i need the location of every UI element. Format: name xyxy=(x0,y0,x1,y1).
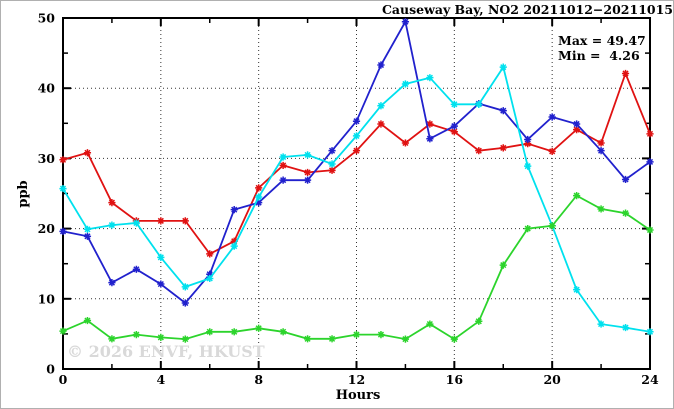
series-red xyxy=(59,69,654,258)
x-tick-label: 12 xyxy=(348,372,365,387)
y-tick-label: 10 xyxy=(38,291,56,306)
chart-title: Causeway Bay, NO2 20211012−20211015 xyxy=(382,2,673,17)
axis-ticks xyxy=(62,17,651,370)
y-tick-label: 0 xyxy=(46,362,55,377)
series-blue-markers xyxy=(59,18,654,307)
series-cyan-markers xyxy=(59,63,654,336)
watermark: © 2026 ENVF, HKUST xyxy=(67,342,265,361)
y-axis-title: ppb xyxy=(16,180,31,207)
y-tick-label: 30 xyxy=(38,151,56,166)
x-tick-label: 24 xyxy=(641,372,659,387)
x-axis-title: Hours xyxy=(336,388,381,403)
series-blue xyxy=(59,18,654,307)
x-tick-label: 4 xyxy=(156,372,165,387)
series-green-markers xyxy=(59,192,654,343)
y-tick-label: 40 xyxy=(38,81,56,96)
x-tick-label: 8 xyxy=(254,372,263,387)
series-green-line xyxy=(62,194,651,341)
y-tick-label: 50 xyxy=(38,11,56,26)
series-red-markers xyxy=(59,69,654,258)
x-tick-label: 16 xyxy=(446,372,464,387)
x-tick-label: 0 xyxy=(59,372,68,387)
grid-lines xyxy=(63,18,650,369)
max-value-label: Max = 49.47 xyxy=(558,33,646,48)
y-tick-label: 20 xyxy=(38,221,56,236)
min-value-label: Min = 4.26 xyxy=(558,48,640,63)
series-green xyxy=(59,192,654,343)
tick-labels: 0 4 8 12 16 20 24 0 10 20 30 40 50 xyxy=(38,11,659,388)
plot-area: 0 4 8 12 16 20 24 0 10 20 30 40 50 xyxy=(38,11,659,388)
x-tick-label: 20 xyxy=(543,372,561,387)
